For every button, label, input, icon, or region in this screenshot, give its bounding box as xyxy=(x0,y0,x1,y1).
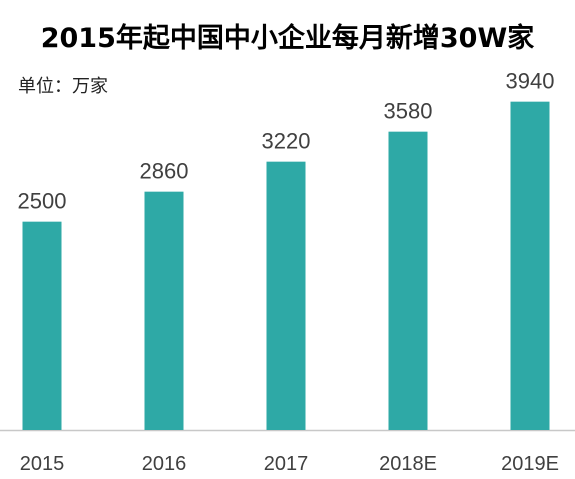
value-label-2017: 3220 xyxy=(262,129,311,154)
bar-2019E xyxy=(510,101,550,431)
x-tick-label-2017: 2017 xyxy=(264,453,309,475)
value-label-2019E: 3940 xyxy=(506,69,555,94)
value-label-2016: 2860 xyxy=(140,159,189,184)
x-tick-label-2015: 2015 xyxy=(20,453,65,475)
x-tick-label-2018E: 2018E xyxy=(379,453,437,475)
chart-title: 2015年起中国中小企业每月新增30W家 xyxy=(40,23,535,54)
unit-label: 单位：万家 xyxy=(18,76,108,97)
bar-2015 xyxy=(22,221,62,430)
bar-2018E xyxy=(388,131,428,430)
bar-2017 xyxy=(266,161,306,430)
bar-2016 xyxy=(144,191,184,430)
value-label-2018E: 3580 xyxy=(384,99,433,124)
value-label-2015: 2500 xyxy=(18,189,67,214)
x-tick-label-2019E: 2019E xyxy=(501,453,559,475)
x-tick-label-2016: 2016 xyxy=(142,453,187,475)
